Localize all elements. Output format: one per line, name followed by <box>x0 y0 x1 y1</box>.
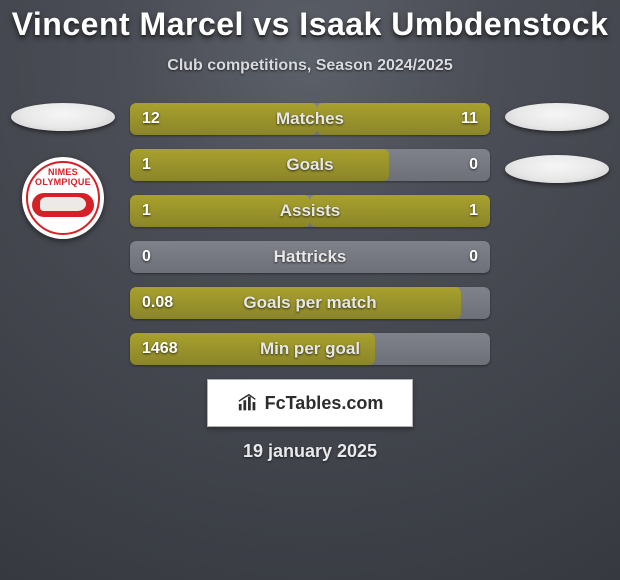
stat-row: 1Assists1 <box>130 195 490 227</box>
bar-text: 0.08Goals per match <box>130 287 490 319</box>
stat-label: Min per goal <box>202 339 418 359</box>
club-badge-croc-icon <box>40 197 86 211</box>
stat-value-left: 12 <box>142 110 202 128</box>
right-club-oval <box>505 155 609 183</box>
date: 19 january 2025 <box>0 441 620 462</box>
stat-value-left: 0 <box>142 248 202 266</box>
stat-label: Assists <box>202 201 418 221</box>
stat-row: 1Goals0 <box>130 149 490 181</box>
page-title: Vincent Marcel vs Isaak Umbdenstock <box>0 6 620 43</box>
stat-label: Matches <box>202 109 418 129</box>
stat-row: 0Hattricks0 <box>130 241 490 273</box>
stat-bars: 12Matches111Goals01Assists10Hattricks00.… <box>130 103 490 365</box>
player-left-oval <box>11 103 115 131</box>
bar-text: 1Goals0 <box>130 149 490 181</box>
stat-value-left: 1 <box>142 156 202 174</box>
main-row: NIMES OLYMPIQUE 12Matches111Goals01Assis… <box>0 103 620 365</box>
stat-value-right: 11 <box>418 110 478 128</box>
player-right-oval <box>505 103 609 131</box>
bar-text: 1Assists1 <box>130 195 490 227</box>
bar-chart-icon <box>237 392 259 414</box>
stat-row: 1468Min per goal <box>130 333 490 365</box>
bar-text: 0Hattricks0 <box>130 241 490 273</box>
bar-text: 1468Min per goal <box>130 333 490 365</box>
bar-text: 12Matches11 <box>130 103 490 135</box>
left-column: NIMES OLYMPIQUE <box>8 103 118 239</box>
stat-value-right: 1 <box>418 202 478 220</box>
right-column <box>502 103 612 183</box>
content: Vincent Marcel vs Isaak Umbdenstock Club… <box>0 0 620 462</box>
stat-label: Goals per match <box>202 293 418 313</box>
stat-label: Goals <box>202 155 418 175</box>
stat-value-left: 1 <box>142 202 202 220</box>
stat-label: Hattricks <box>202 247 418 267</box>
stat-value-left: 1468 <box>142 340 202 358</box>
stat-value-left: 0.08 <box>142 294 202 312</box>
left-club-badge: NIMES OLYMPIQUE <box>22 157 104 239</box>
stat-value-right: 0 <box>418 156 478 174</box>
subtitle: Club competitions, Season 2024/2025 <box>0 57 620 75</box>
watermark: FcTables.com <box>207 379 413 427</box>
stat-row: 0.08Goals per match <box>130 287 490 319</box>
stat-row: 12Matches11 <box>130 103 490 135</box>
club-badge-text: NIMES OLYMPIQUE <box>22 167 104 187</box>
watermark-text: FcTables.com <box>265 393 384 414</box>
stat-value-right: 0 <box>418 248 478 266</box>
